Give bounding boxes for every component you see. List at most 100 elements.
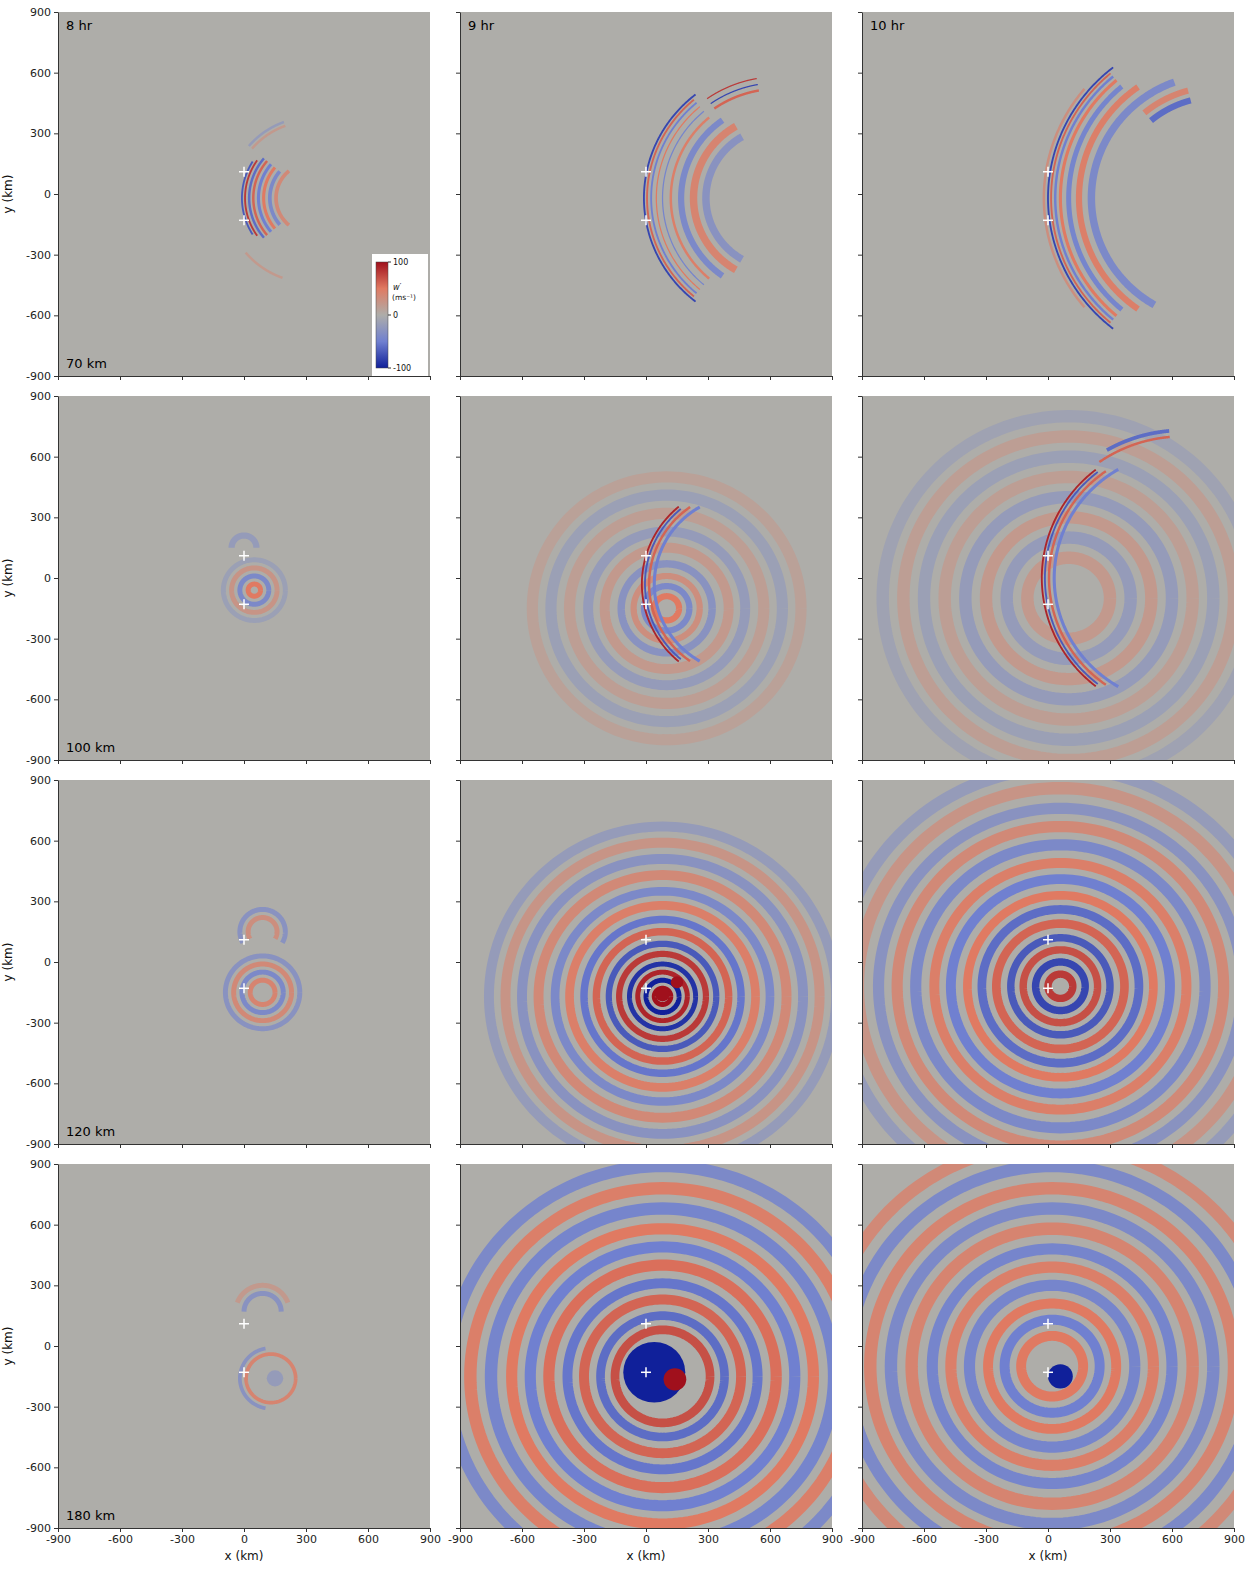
altitude-label: 100 km: [66, 740, 115, 755]
background: [862, 12, 1234, 376]
cross-marker: [641, 935, 651, 945]
wave-ring: [862, 1166, 1234, 1528]
tick-mark: [182, 1528, 183, 1532]
tick: 0: [1045, 1528, 1052, 1546]
tick-mark: [244, 1528, 245, 1532]
tick: 300: [1100, 1528, 1121, 1546]
cross-marker: [1043, 935, 1053, 945]
axis-line: [460, 781, 461, 1145]
tick-mark: [832, 376, 833, 380]
spot: [267, 1370, 284, 1386]
tick-mark: [456, 760, 460, 761]
tick-mark: [456, 1346, 460, 1347]
panel: -900-600-3000300600900-900-600-300030060…: [1, 1158, 441, 1563]
tick-mark: [54, 1346, 58, 1347]
cross-line: [645, 983, 647, 993]
axis-line: [460, 1165, 461, 1529]
colorbar-tick-label: 0: [393, 311, 398, 320]
wave-ring: [969, 1285, 1134, 1447]
tick: [1048, 760, 1049, 764]
tick-label: -300: [572, 1533, 597, 1546]
axis-line: [58, 1165, 59, 1529]
y-axis: [858, 781, 863, 1145]
tick: [456, 1083, 460, 1084]
tick: [858, 255, 862, 256]
tick: [832, 376, 833, 380]
tick: [456, 255, 460, 256]
tick: [1172, 1144, 1173, 1148]
tick: [58, 376, 59, 380]
cross-line: [1047, 1367, 1049, 1377]
y-axis: [456, 781, 461, 1145]
tick-mark: [456, 901, 460, 902]
tick-label: -600: [26, 1461, 51, 1474]
cross-marker: [239, 599, 249, 609]
plot-area: [58, 1164, 430, 1528]
wave-ring: [512, 1229, 814, 1524]
tick-mark: [1110, 1528, 1111, 1532]
plot-area: [460, 780, 832, 1144]
tick-mark: [244, 760, 245, 764]
wave-ring: [570, 905, 756, 1087]
tick: -600: [26, 309, 58, 322]
tick-mark: [120, 376, 121, 380]
cross-line: [243, 983, 245, 993]
tick-mark: [182, 1144, 183, 1148]
tick-mark: [456, 1023, 460, 1024]
tick: [862, 760, 863, 764]
tick: [858, 578, 862, 579]
cross-line: [645, 215, 647, 225]
cross-line: [1047, 599, 1049, 609]
tick: 300: [296, 1528, 317, 1546]
wave-ring: [924, 457, 1213, 740]
tick-mark: [858, 901, 862, 902]
cross-line: [1047, 983, 1049, 993]
tick: [430, 1144, 431, 1148]
tick-mark: [368, 760, 369, 764]
tick: [858, 517, 862, 518]
cross-line: [1047, 935, 1049, 945]
tick: [858, 1164, 862, 1165]
wave-ring: [567, 1283, 757, 1469]
tick: [646, 760, 647, 764]
tick: [182, 1144, 183, 1148]
tick-label: 0: [44, 956, 51, 969]
tick-mark: [858, 133, 862, 134]
tick: 600: [358, 1528, 379, 1546]
tick: 0: [643, 1528, 650, 1546]
tick-mark: [58, 376, 59, 380]
tick: [832, 1144, 833, 1148]
tick: [460, 1144, 461, 1148]
y-axis: -900-600-3000300600900: [26, 390, 58, 767]
tick-mark: [54, 639, 58, 640]
x-axis: -900-600-3000300600900: [448, 1528, 843, 1546]
tick: [460, 376, 461, 380]
tick: [456, 315, 460, 316]
tick: [368, 1144, 369, 1148]
tick-mark: [584, 376, 585, 380]
wave-ring: [891, 1208, 1213, 1523]
tick-mark: [456, 1083, 460, 1084]
tick-mark: [54, 1467, 58, 1468]
tick: 900: [30, 1158, 58, 1171]
tick: [646, 376, 647, 380]
tick-mark: [54, 901, 58, 902]
wave-ring: [223, 560, 285, 621]
wave-ring: [601, 1316, 725, 1437]
tick-mark: [306, 760, 307, 764]
wave-ring: [250, 980, 275, 1004]
wave-ring: [276, 171, 289, 225]
tick: [1110, 1144, 1111, 1148]
tick: [456, 1407, 460, 1408]
tick: -300: [572, 1528, 597, 1546]
tick-label: -300: [170, 1533, 195, 1546]
tick-label: 300: [698, 1533, 719, 1546]
tick-mark: [460, 1528, 461, 1532]
tick-mark: [456, 517, 460, 518]
tick-mark: [54, 1023, 58, 1024]
wave-ring: [862, 1164, 1234, 1528]
tick-label: -600: [26, 309, 51, 322]
tick: [522, 1144, 523, 1148]
y-axis: [858, 13, 863, 377]
cross-marker: [641, 167, 651, 177]
